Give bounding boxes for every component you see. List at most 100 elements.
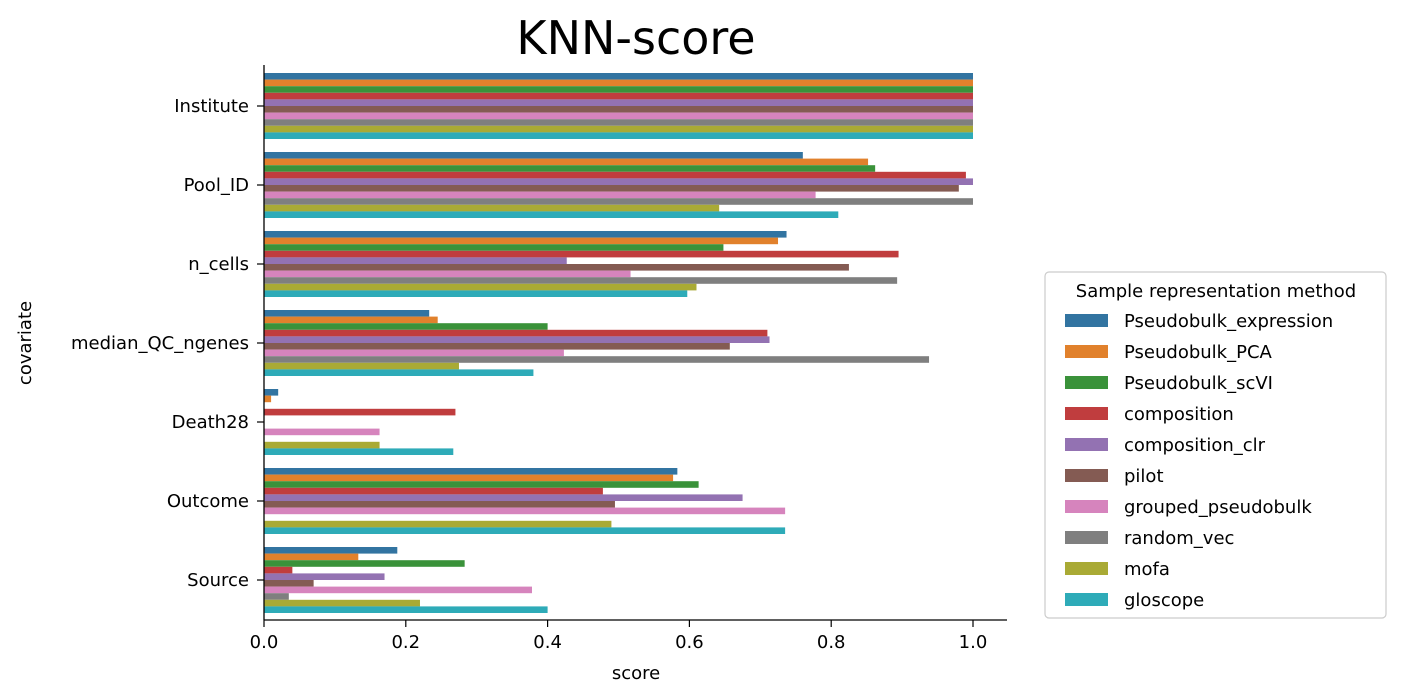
bar-median_QC_ngenes-Pseudobulk_PCA <box>264 316 438 324</box>
y-tick-label: median_QC_ngenes <box>71 333 249 354</box>
axes-group: 0.0 0.2 0.4 0.6 0.8 1.0 Institute Pool_ID n_cell… <box>71 65 1007 653</box>
bar-Outcome-composition <box>264 487 603 495</box>
y-tick-label: Death28 <box>172 412 249 433</box>
bar-Pool_ID-grouped_pseudobulk <box>264 191 816 199</box>
bar-Death28-composition <box>264 408 456 416</box>
legend-items: Pseudobulk_expression Pseudobulk_PCA Pseud… <box>1065 311 1333 611</box>
bar-Institute-Pseudobulk_scVI <box>264 86 973 93</box>
legend-label-composition: composition <box>1124 404 1234 425</box>
bar-Institute-Pseudobulk_PCA <box>264 79 973 87</box>
bar-Pool_ID-Pseudobulk_scVI <box>264 165 876 172</box>
bar-Source-grouped_pseudobulk <box>264 586 533 594</box>
x-tick-label: 0.0 <box>250 632 279 653</box>
legend-label-composition_clr: composition_clr <box>1124 435 1266 456</box>
legend-swatch-composition <box>1065 407 1108 420</box>
bars-group <box>264 73 973 613</box>
bar-Source-Pseudobulk_expression <box>264 547 398 554</box>
bar-Outcome-Pseudobulk_PCA <box>264 474 674 482</box>
bar-Source-random_vec <box>264 593 289 600</box>
x-tick-label: 0.8 <box>817 632 846 653</box>
bar-median_QC_ngenes-composition_clr <box>264 336 770 343</box>
y-tick-label: Source <box>187 570 249 591</box>
bar-Death28-Pseudobulk_PCA <box>264 395 272 403</box>
legend-label-Pseudobulk_expression: Pseudobulk_expression <box>1124 311 1333 332</box>
bar-Pool_ID-mofa <box>264 204 720 212</box>
bar-median_QC_ngenes-Pseudobulk_scVI <box>264 323 548 330</box>
legend-label-grouped_pseudobulk: grouped_pseudobulk <box>1124 497 1312 518</box>
legend-label-random_vec: random_vec <box>1124 528 1234 549</box>
bar-Outcome-Pseudobulk_scVI <box>264 481 699 488</box>
bar-Pool_ID-composition <box>264 171 966 179</box>
bar-Source-pilot <box>264 580 314 587</box>
bar-Death28-grouped_pseudobulk <box>264 428 380 436</box>
bar-Outcome-composition_clr <box>264 494 743 501</box>
legend: Sample representation method Pseudobulk_… <box>1044 271 1387 619</box>
bar-n_cells-composition <box>264 250 899 258</box>
bar-n_cells-composition_clr <box>264 257 567 264</box>
bar-Pool_ID-pilot <box>264 185 959 192</box>
bar-n_cells-Pseudobulk_scVI <box>264 244 724 251</box>
x-tick-label: 0.6 <box>675 632 704 653</box>
bar-Source-Pseudobulk_PCA <box>264 553 359 561</box>
y-axis-label: covariate <box>15 301 36 385</box>
bar-Outcome-pilot <box>264 501 615 508</box>
bar-n_cells-mofa <box>264 283 697 291</box>
bar-Outcome-Pseudobulk_expression <box>264 468 678 475</box>
bar-Institute-grouped_pseudobulk <box>264 112 973 120</box>
legend-label-pilot: pilot <box>1124 466 1164 487</box>
bar-median_QC_ngenes-random_vec <box>264 356 930 363</box>
bar-n_cells-gloscope <box>264 290 688 297</box>
legend-swatch-Pseudobulk_PCA <box>1065 345 1108 358</box>
bar-Institute-Pseudobulk_expression <box>264 73 973 80</box>
bar-Institute-composition_clr <box>264 99 973 106</box>
bar-Pool_ID-Pseudobulk_PCA <box>264 158 869 166</box>
bar-Outcome-grouped_pseudobulk <box>264 507 786 515</box>
legend-swatch-mofa <box>1065 562 1108 575</box>
legend-swatch-Pseudobulk_scVI <box>1065 376 1108 389</box>
bar-Source-gloscope <box>264 606 548 613</box>
bar-median_QC_ngenes-pilot <box>264 343 730 350</box>
bar-Institute-gloscope <box>264 132 973 139</box>
legend-label-Pseudobulk_PCA: Pseudobulk_PCA <box>1124 342 1273 363</box>
bar-Institute-pilot <box>264 106 973 113</box>
legend-swatch-Pseudobulk_expression <box>1065 314 1108 327</box>
legend-label-Pseudobulk_scVI: Pseudobulk_scVI <box>1124 373 1273 394</box>
x-tick-label: 0.2 <box>391 632 420 653</box>
bar-Pool_ID-gloscope <box>264 211 839 218</box>
bar-median_QC_ngenes-composition <box>264 329 768 337</box>
bar-n_cells-random_vec <box>264 277 898 284</box>
x-axis-label: score <box>612 663 660 684</box>
legend-label-gloscope: gloscope <box>1124 590 1204 611</box>
legend-frame <box>1044 271 1387 619</box>
bar-n_cells-Pseudobulk_expression <box>264 231 787 238</box>
bar-median_QC_ngenes-gloscope <box>264 369 534 376</box>
bar-Institute-mofa <box>264 125 973 133</box>
legend-label-mofa: mofa <box>1124 559 1170 580</box>
bar-n_cells-pilot <box>264 264 849 271</box>
x-tick-label: 1.0 <box>959 632 988 653</box>
bar-median_QC_ngenes-mofa <box>264 362 459 370</box>
y-tick-label: Pool_ID <box>184 175 249 196</box>
legend-title: Sample representation method <box>1076 281 1356 302</box>
bar-Outcome-gloscope <box>264 527 786 534</box>
bar-Death28-mofa <box>264 441 380 449</box>
legend-swatch-composition_clr <box>1065 438 1108 451</box>
bar-Source-composition_clr <box>264 573 385 580</box>
bar-median_QC_ngenes-grouped_pseudobulk <box>264 349 564 357</box>
chart-title: KNN-score <box>516 11 755 65</box>
bar-Pool_ID-composition_clr <box>264 178 973 185</box>
y-tick-label: Outcome <box>167 491 249 512</box>
legend-swatch-grouped_pseudobulk <box>1065 500 1108 513</box>
bar-Outcome-mofa <box>264 520 612 528</box>
bar-Institute-composition <box>264 92 973 100</box>
legend-swatch-gloscope <box>1065 593 1108 606</box>
bar-n_cells-grouped_pseudobulk <box>264 270 631 278</box>
y-tick-label: Institute <box>174 96 249 117</box>
bar-Institute-random_vec <box>264 119 973 126</box>
bar-Pool_ID-Pseudobulk_expression <box>264 152 803 159</box>
x-tick-label: 0.4 <box>533 632 562 653</box>
legend-swatch-random_vec <box>1065 531 1108 544</box>
bar-Death28-gloscope <box>264 448 454 455</box>
bar-Death28-Pseudobulk_expression <box>264 389 279 396</box>
